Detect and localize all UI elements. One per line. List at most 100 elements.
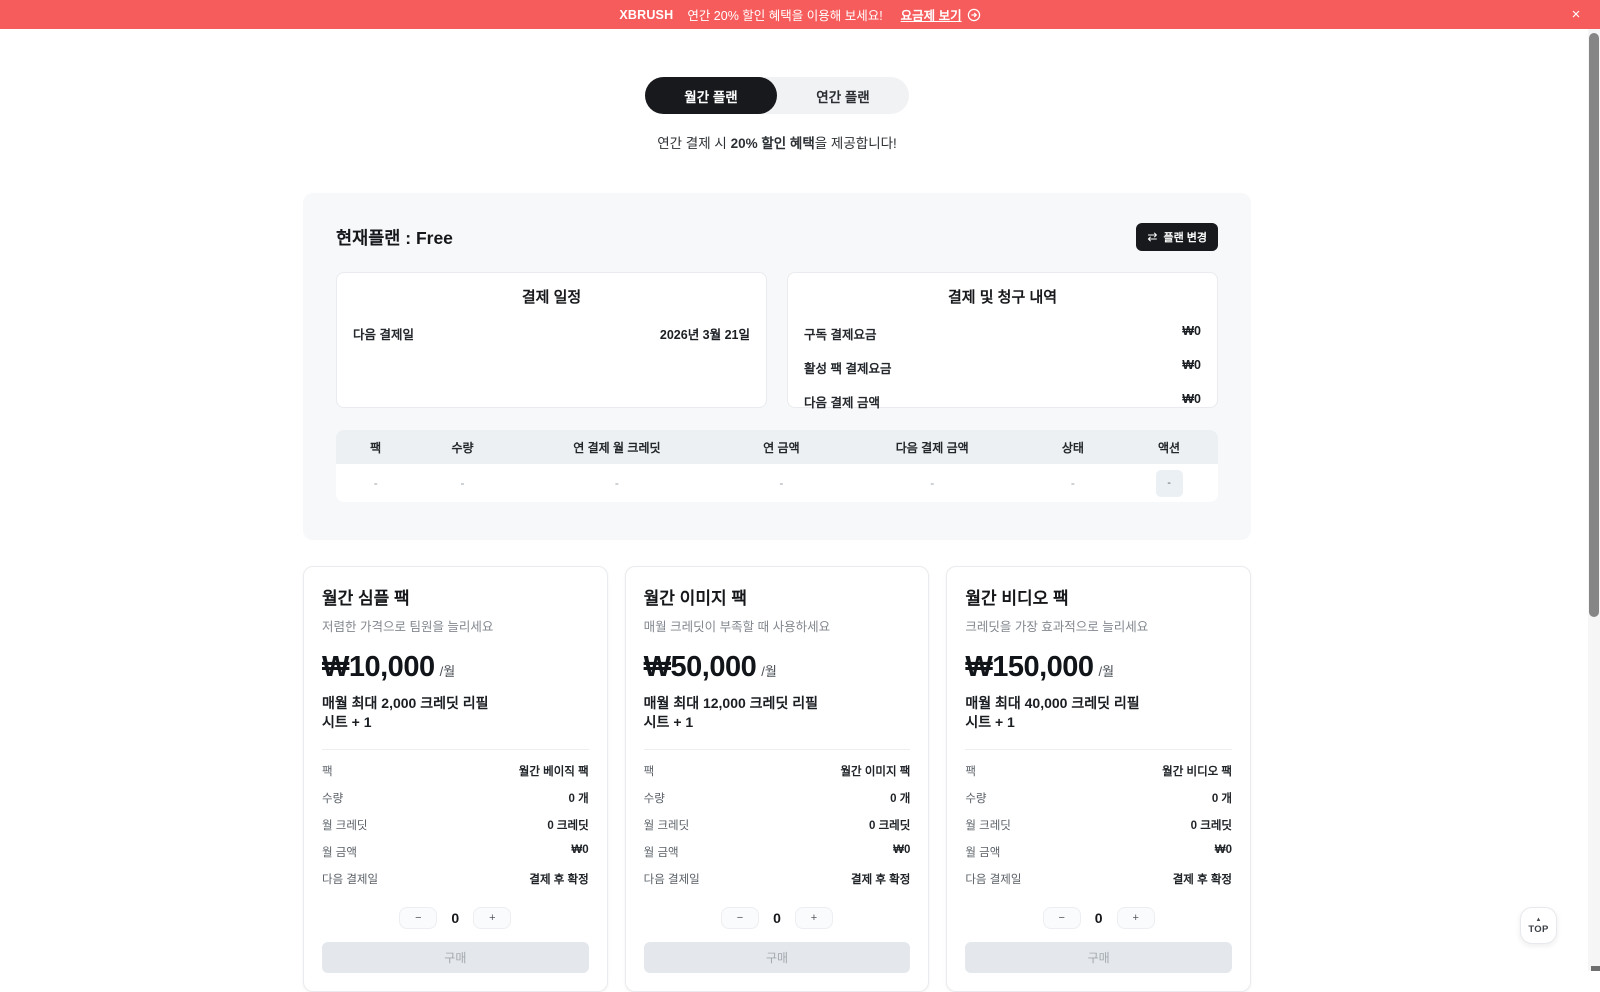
- pack-card-image: 월간 이미지 팩 매월 크레딧이 부족할 때 사용하세요 ₩50,000 /월 …: [625, 566, 930, 992]
- change-plan-button-label: 플랜 변경: [1163, 229, 1207, 245]
- scrollbar-corner: [1591, 966, 1600, 971]
- payment-schedule-card: 결제 일정 다음 결제일 2026년 3월 21일: [336, 272, 767, 408]
- annual-discount-note: 연간 결제 시 20% 할인 혜택을 제공합니다!: [303, 132, 1251, 152]
- pack-card-simple: 월간 심플 팩 저렴한 가격으로 팀원을 늘리세요 ₩10,000 /월 매월 …: [303, 566, 608, 992]
- pack-title: 월간 이미지 팩: [644, 584, 911, 609]
- plus-button[interactable]: +: [795, 907, 833, 929]
- pack-price-unit: /월: [761, 661, 777, 680]
- col-header-status: 상태: [1026, 430, 1120, 464]
- minus-button[interactable]: −: [721, 907, 759, 929]
- plan-period-toggle: 월간 플랜 연간 플랜: [645, 77, 909, 114]
- col-header-action: 액션: [1120, 430, 1218, 464]
- pack-price-row: ₩50,000 /월: [644, 651, 911, 684]
- tab-annual-plan[interactable]: 연간 플랜: [777, 77, 909, 114]
- pack-features: 매월 최대 40,000 크레딧 리필 시트 + 1: [965, 694, 1232, 732]
- quantity-value: 0: [1094, 910, 1104, 926]
- next-payment-amount-row: 다음 결제 금액 ₩0: [804, 384, 1201, 418]
- minus-button[interactable]: −: [1043, 907, 1081, 929]
- scroll-to-top-button[interactable]: ▲ TOP: [1520, 907, 1557, 944]
- change-plan-button[interactable]: ⇄ 플랜 변경: [1136, 223, 1218, 251]
- buy-button[interactable]: 구매: [965, 942, 1232, 973]
- brand-logo: XBRUSH: [619, 8, 673, 22]
- pack-price-unit: /월: [1099, 661, 1115, 680]
- plus-button[interactable]: +: [473, 907, 511, 929]
- subscription-fee-row: 구독 결제요금 ₩0: [804, 316, 1201, 350]
- billing-details-card: 결제 및 청구 내역 구독 결제요금 ₩0 활성 팩 결제요금 ₩0 다음 결제…: [787, 272, 1218, 408]
- buy-button[interactable]: 구매: [322, 942, 589, 973]
- pack-description: 크레딧을 가장 효과적으로 늘리세요: [965, 616, 1232, 635]
- current-plan-panel: 현재플랜 : Free ⇄ 플랜 변경 결제 일정 다음 결제일 2026년 3…: [303, 193, 1251, 540]
- promo-message: 연간 20% 할인 혜택을 이용해 보세요!: [687, 5, 882, 24]
- up-arrow-icon: ▲: [1536, 917, 1542, 923]
- pack-price-unit: /월: [440, 661, 456, 680]
- arrow-circle-icon: [967, 8, 981, 22]
- divider: [965, 749, 1232, 750]
- active-packs-table: 팩 수량 연 결제 월 크레딧 연 금액 다음 결제 금액 상태 액션 - - …: [336, 430, 1218, 502]
- col-header-next-payment: 다음 결제 금액: [839, 430, 1026, 464]
- quantity-stepper: − 0 +: [965, 907, 1232, 929]
- detail-row-monthly-amount: 월 금액₩0: [965, 838, 1232, 865]
- swap-icon: ⇄: [1147, 230, 1157, 244]
- close-icon[interactable]: ×: [1564, 0, 1588, 29]
- vertical-scrollbar-thumb[interactable]: [1589, 33, 1599, 617]
- current-plan-header: 현재플랜 : Free ⇄ 플랜 변경: [336, 223, 1218, 251]
- pack-features: 매월 최대 12,000 크레딧 리필 시트 + 1: [644, 694, 911, 732]
- scroll-to-top-label: TOP: [1528, 924, 1548, 935]
- divider: [322, 749, 589, 750]
- table-row: - - - - - - -: [336, 464, 1218, 502]
- tab-monthly-plan[interactable]: 월간 플랜: [645, 77, 777, 114]
- minus-button[interactable]: −: [399, 907, 437, 929]
- detail-row-monthly-amount: 월 금액₩0: [322, 838, 589, 865]
- pack-price: ₩10,000: [322, 651, 435, 684]
- quantity-value: 0: [772, 910, 782, 926]
- col-header-annual-monthly-credits: 연 결제 월 크레딧: [510, 430, 724, 464]
- pack-features: 매월 최대 2,000 크레딧 리필 시트 + 1: [322, 694, 589, 732]
- pack-title: 월간 비디오 팩: [965, 584, 1232, 609]
- promo-banner: XBRUSH 연간 20% 할인 혜택을 이용해 보세요! 요금제 보기 ×: [0, 0, 1600, 29]
- col-header-annual-amount: 연 금액: [724, 430, 839, 464]
- pack-card-video: 월간 비디오 팩 크레딧을 가장 효과적으로 늘리세요 ₩150,000 /월 …: [946, 566, 1251, 992]
- billing-details-title: 결제 및 청구 내역: [804, 286, 1201, 307]
- main-content: 월간 플랜 연간 플랜 연간 결제 시 20% 할인 혜택을 제공합니다! 현재…: [303, 29, 1251, 992]
- buy-button[interactable]: 구매: [644, 942, 911, 973]
- table-header-row: 팩 수량 연 결제 월 크레딧 연 금액 다음 결제 금액 상태 액션: [336, 430, 1218, 464]
- active-pack-fee-row: 활성 팩 결제요금 ₩0: [804, 350, 1201, 384]
- quantity-stepper: − 0 +: [322, 907, 589, 929]
- view-plans-link-label: 요금제 보기: [901, 5, 962, 24]
- pack-price: ₩150,000: [965, 651, 1093, 684]
- detail-row-monthly-amount: 월 금액₩0: [644, 838, 911, 865]
- payment-schedule-title: 결제 일정: [353, 286, 750, 307]
- quantity-stepper: − 0 +: [644, 907, 911, 929]
- next-billing-date-row: 다음 결제일 2026년 3월 21일: [353, 316, 750, 350]
- pack-price: ₩50,000: [644, 651, 757, 684]
- col-header-pack: 팩: [336, 430, 415, 464]
- plus-button[interactable]: +: [1117, 907, 1155, 929]
- pack-description: 저렴한 가격으로 팀원을 늘리세요: [322, 616, 589, 635]
- divider: [644, 749, 911, 750]
- pack-cards-row: 월간 심플 팩 저렴한 가격으로 팀원을 늘리세요 ₩10,000 /월 매월 …: [303, 566, 1251, 992]
- pack-price-row: ₩10,000 /월: [322, 651, 589, 684]
- pack-description: 매월 크레딧이 부족할 때 사용하세요: [644, 616, 911, 635]
- current-plan-title: 현재플랜 : Free: [336, 225, 453, 250]
- row-action-button[interactable]: -: [1156, 470, 1183, 497]
- col-header-quantity: 수량: [415, 430, 509, 464]
- billing-summary-cards: 결제 일정 다음 결제일 2026년 3월 21일 결제 및 청구 내역 구독 …: [336, 272, 1218, 408]
- pack-title: 월간 심플 팩: [322, 584, 589, 609]
- quantity-value: 0: [450, 910, 460, 926]
- view-plans-link[interactable]: 요금제 보기: [901, 5, 981, 24]
